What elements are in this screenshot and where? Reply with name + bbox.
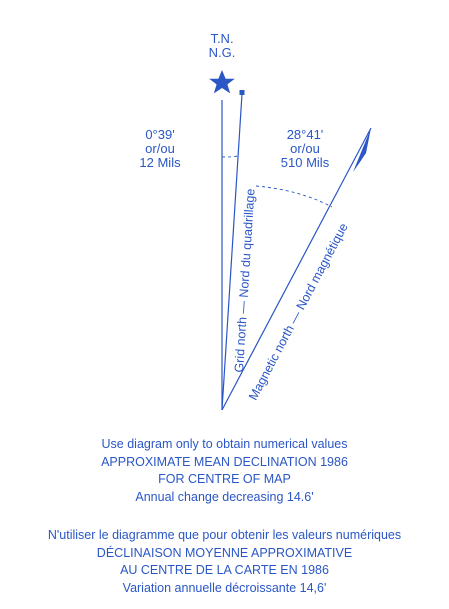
magnetic-north-line bbox=[221, 127, 372, 411]
french-line-3: AU CENTRE DE LA CARTE EN 1986 bbox=[120, 563, 329, 577]
english-line-4: Annual change decreasing 14.6' bbox=[135, 489, 314, 504]
grid-angle-deg: 0°39' bbox=[145, 127, 175, 142]
magnetic-angle-deg: 28°41' bbox=[286, 127, 324, 142]
english-caption: Use diagram only to obtain numerical val… bbox=[0, 436, 449, 506]
star-icon bbox=[209, 70, 235, 94]
magnetic-angle-label: 28°41' or/ou 510 Mils bbox=[260, 128, 350, 170]
true-north-label: T.N. N.G. bbox=[202, 32, 242, 60]
english-line-1: Use diagram only to obtain numerical val… bbox=[101, 437, 348, 451]
grid-angle-label: 0°39' or/ou 12 Mils bbox=[120, 128, 200, 170]
english-line-3: FOR CENTRE OF MAP bbox=[158, 472, 291, 486]
true-north-text: T.N. bbox=[210, 31, 234, 46]
grid-north-line bbox=[221, 93, 243, 411]
french-caption: N'utiliser le diagramme que pour obtenir… bbox=[0, 527, 449, 597]
french-line-4: Variation annuelle décroissante 14,6' bbox=[122, 580, 327, 595]
grid-angle-arc bbox=[221, 155, 240, 158]
english-line-2: APPROXIMATE MEAN DECLINATION 1986 bbox=[101, 454, 348, 469]
grid-north-square bbox=[239, 90, 245, 95]
magnetic-angle-mils: 510 Mils bbox=[280, 155, 330, 170]
magnetic-angle-or: or/ou bbox=[290, 141, 320, 156]
grid-angle-or: or/ou bbox=[145, 141, 175, 156]
french-line-2: DÉCLINAISON MOYENNE APPROXIMATIVE bbox=[96, 545, 353, 560]
french-line-1: N'utiliser le diagramme que pour obtenir… bbox=[47, 528, 402, 542]
declination-diagram bbox=[209, 70, 372, 411]
magnetic-north-arrowhead bbox=[353, 128, 371, 172]
magnetic-angle-arc bbox=[255, 185, 333, 208]
grid-north-abbrev: N.G. bbox=[208, 45, 236, 60]
grid-angle-mils: 12 Mils bbox=[139, 155, 181, 170]
